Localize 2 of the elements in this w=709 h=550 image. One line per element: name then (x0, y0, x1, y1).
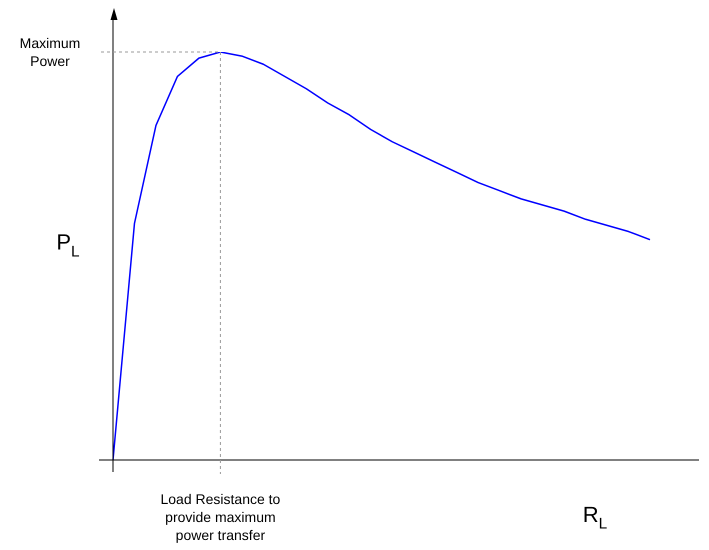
text: Maximum Power (20, 34, 80, 69)
text: Load Resistance to provide maximum power transfer (160, 490, 281, 543)
